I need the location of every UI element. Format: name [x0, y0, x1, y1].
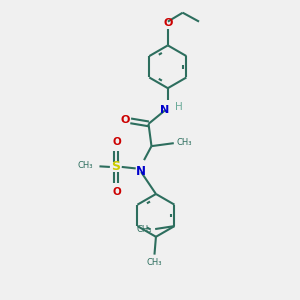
- Text: O: O: [112, 137, 121, 147]
- Text: N: N: [136, 166, 146, 178]
- Text: CH₃: CH₃: [147, 258, 162, 267]
- Text: O: O: [112, 187, 121, 197]
- Text: CH₃: CH₃: [176, 138, 192, 147]
- Text: H: H: [175, 102, 183, 112]
- Text: CH₃: CH₃: [77, 161, 93, 170]
- Text: S: S: [111, 160, 120, 173]
- Text: O: O: [121, 115, 130, 125]
- Text: N: N: [160, 104, 170, 115]
- Text: CH₃: CH₃: [137, 225, 152, 234]
- Text: O: O: [163, 17, 172, 28]
